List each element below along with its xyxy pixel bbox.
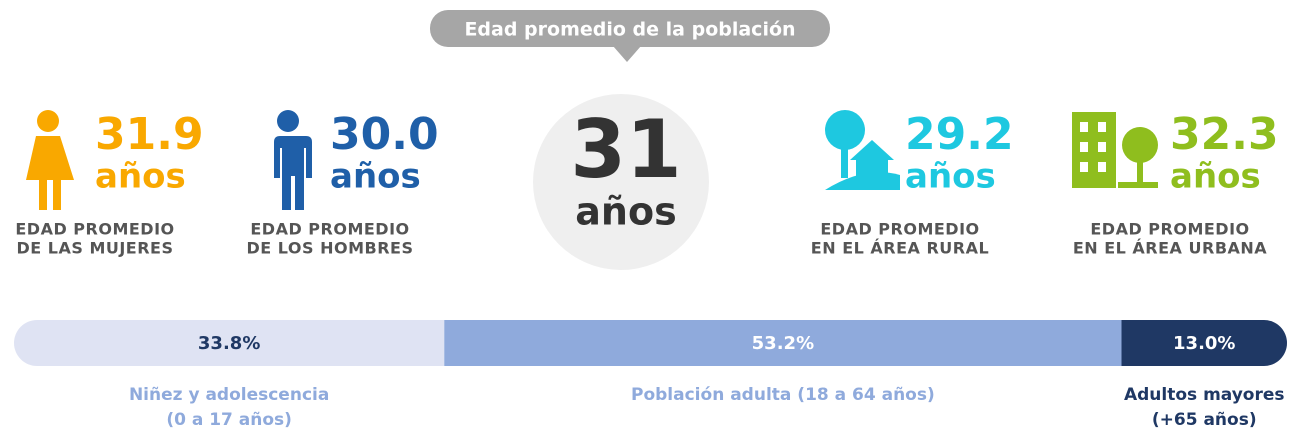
stat-value: 32.3	[1170, 109, 1279, 160]
stat-label: EDAD PROMEDIO	[820, 220, 979, 239]
stat-label: EN EL ÁREA RURAL	[811, 239, 989, 258]
segment-name: (+65 años)	[1152, 410, 1257, 430]
stat-label: DE LAS MUJERES	[16, 239, 173, 258]
center-circle	[533, 94, 709, 270]
segment-value-label: 33.8%	[198, 333, 260, 354]
segment-name: (0 a 17 años)	[166, 410, 292, 430]
segment-name: Población adulta (18 a 64 años)	[631, 385, 935, 405]
stat-value: 29.2	[905, 109, 1014, 160]
segment-value-label: 13.0%	[1173, 333, 1235, 354]
urban-windows	[1080, 122, 1106, 172]
segment-value-label: 53.2%	[752, 333, 814, 354]
header-title: Edad promedio de la población	[464, 19, 795, 41]
bar-segment	[14, 320, 445, 366]
stat-label: EDAD PROMEDIO	[15, 220, 174, 239]
rural-icon	[825, 110, 900, 190]
stat-unit: años	[905, 157, 996, 197]
segment-name: Adultos mayores	[1124, 385, 1285, 405]
urban-icon	[1072, 112, 1158, 188]
stat-label: EDAD PROMEDIO	[1090, 220, 1249, 239]
pill	[430, 10, 830, 47]
stat-label: EDAD PROMEDIO	[250, 220, 409, 239]
segment-name: Niñez y adolescencia	[129, 385, 329, 405]
stat-unit: años	[95, 157, 186, 197]
man-icon	[270, 110, 312, 210]
pill-pointer	[613, 46, 641, 62]
distribution-bar: 33.8% Niñez y adolescencia (0 a 17 años) 53…	[14, 320, 1287, 430]
stat-label: EN EL ÁREA URBANA	[1073, 239, 1267, 258]
center-value: 31	[570, 103, 681, 196]
header-pill: Edad promedio de la población	[430, 10, 830, 62]
stat-unit: años	[1170, 157, 1261, 197]
stat-value: 30.0	[330, 109, 439, 160]
stat-label: DE LOS HOMBRES	[247, 239, 414, 258]
woman-icon	[26, 110, 74, 210]
center-unit: años	[575, 190, 676, 234]
stat-value: 31.9	[95, 109, 204, 160]
bar-segment	[444, 320, 1122, 366]
stat-unit: años	[330, 157, 421, 197]
bar-segment	[1121, 320, 1287, 366]
